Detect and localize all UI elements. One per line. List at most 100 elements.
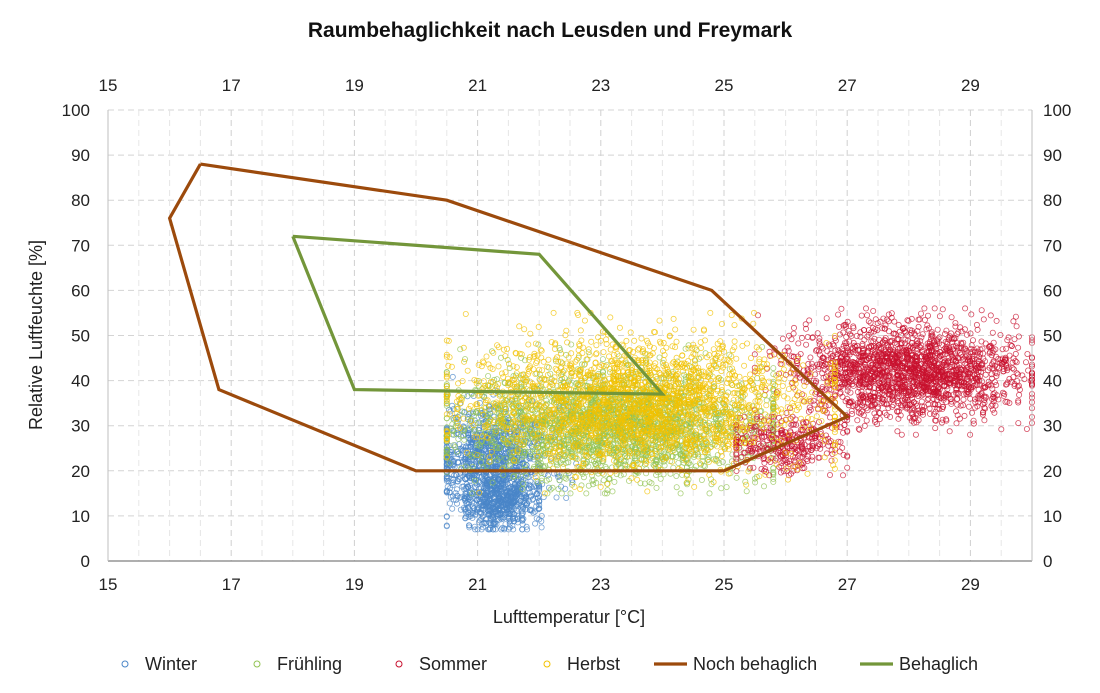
- scatter-point: [534, 491, 541, 498]
- scatter-point: [854, 417, 861, 424]
- scatter-point: [532, 520, 539, 527]
- scatter-point: [485, 507, 492, 514]
- scatter-point: [460, 424, 467, 431]
- scatter-point: [514, 519, 521, 526]
- scatter-point: [770, 365, 777, 372]
- scatter-point: [531, 508, 538, 515]
- scatter-point: [962, 305, 969, 312]
- scatter-point: [518, 507, 525, 514]
- scatter-point: [823, 315, 830, 322]
- scatter-point: [520, 515, 527, 522]
- scatter-point: [863, 417, 870, 424]
- scatter-point: [523, 523, 530, 530]
- scatter-point: [527, 453, 534, 460]
- scatter-point: [553, 494, 560, 501]
- scatter-point: [529, 496, 536, 503]
- scatter-point: [863, 305, 870, 312]
- scatter-point: [482, 478, 489, 485]
- scatter-point: [462, 508, 469, 515]
- scatter-point: [599, 356, 606, 363]
- scatter-point: [919, 331, 926, 338]
- chart-title: Raumbehaglichkeit nach Leusden und Freym…: [308, 19, 793, 42]
- scatter-point: [511, 480, 518, 487]
- scatter-point: [480, 489, 487, 496]
- scatter-point: [742, 478, 749, 485]
- scatter-point: [480, 519, 487, 526]
- scatter-point: [443, 439, 450, 446]
- scatter-point: [444, 483, 451, 490]
- scatter-point: [807, 354, 814, 361]
- scatter-point: [518, 456, 525, 463]
- scatter-point: [918, 398, 925, 405]
- scatter-point: [501, 501, 508, 508]
- scatter-point: [714, 451, 721, 458]
- scatter-point: [934, 326, 941, 333]
- scatter-point: [464, 416, 471, 423]
- scatter-point: [467, 439, 474, 446]
- scatter-point: [1023, 425, 1030, 432]
- scatter-point: [898, 431, 905, 438]
- scatter-point: [492, 461, 499, 468]
- scatter-point: [847, 331, 854, 338]
- scatter-point: [518, 512, 525, 519]
- scatter-point: [479, 513, 486, 520]
- scatter-point: [497, 514, 504, 521]
- scatter-point: [446, 489, 453, 496]
- scatter-point: [761, 483, 768, 490]
- scatter-point: [443, 513, 450, 520]
- scatter-point: [470, 452, 477, 459]
- scatter-point: [510, 526, 517, 533]
- scatter-point: [485, 508, 492, 515]
- scatter-point: [443, 444, 450, 451]
- scatter-point: [991, 409, 998, 416]
- scatter-point: [506, 524, 513, 531]
- scatter-point: [1024, 350, 1031, 357]
- scatter-point: [673, 484, 680, 491]
- scatter-point: [499, 525, 506, 532]
- scatter-point: [974, 326, 981, 333]
- scatter-point: [932, 425, 939, 432]
- scatter-point: [471, 476, 478, 483]
- scatter-point: [488, 348, 495, 355]
- scatter-point: [838, 305, 845, 312]
- scatter-point: [474, 504, 481, 511]
- scatter-point: [480, 513, 487, 520]
- scatter-point: [733, 474, 740, 481]
- scatter-point: [517, 497, 524, 504]
- scatter-point: [511, 518, 518, 525]
- scatter-point: [493, 507, 500, 514]
- scatter-point: [472, 480, 479, 487]
- scatter-point: [486, 511, 493, 518]
- scatter-point: [973, 321, 980, 328]
- scatter-point: [536, 516, 543, 523]
- scatter-point: [485, 499, 492, 506]
- scatter-point: [468, 499, 475, 506]
- scatter-point: [803, 341, 810, 348]
- scatter-point: [522, 494, 529, 501]
- scatter-point: [1015, 420, 1022, 427]
- scatter-point: [555, 473, 562, 480]
- scatter-point: [498, 526, 505, 533]
- scatter-point: [546, 484, 553, 491]
- scatter-point: [600, 471, 607, 478]
- scatter-point: [456, 494, 463, 501]
- scatter-point: [799, 334, 806, 341]
- scatter-point: [448, 456, 455, 463]
- scatter-point: [511, 497, 518, 504]
- scatter-point: [814, 330, 821, 337]
- scatter-point: [462, 456, 469, 463]
- scatter-point: [497, 497, 504, 504]
- scatter-point: [784, 344, 791, 351]
- scatter-point: [443, 476, 450, 483]
- scatter-point: [912, 431, 919, 438]
- scatter-point: [516, 476, 523, 483]
- scatter-point: [677, 490, 684, 497]
- scatter-point: [454, 458, 461, 465]
- scatter-point: [505, 484, 512, 491]
- scatter-point: [502, 521, 509, 528]
- scatter-point: [462, 495, 469, 502]
- scatter-point: [509, 485, 516, 492]
- scatter-point: [779, 335, 786, 342]
- scatter-point: [509, 508, 516, 515]
